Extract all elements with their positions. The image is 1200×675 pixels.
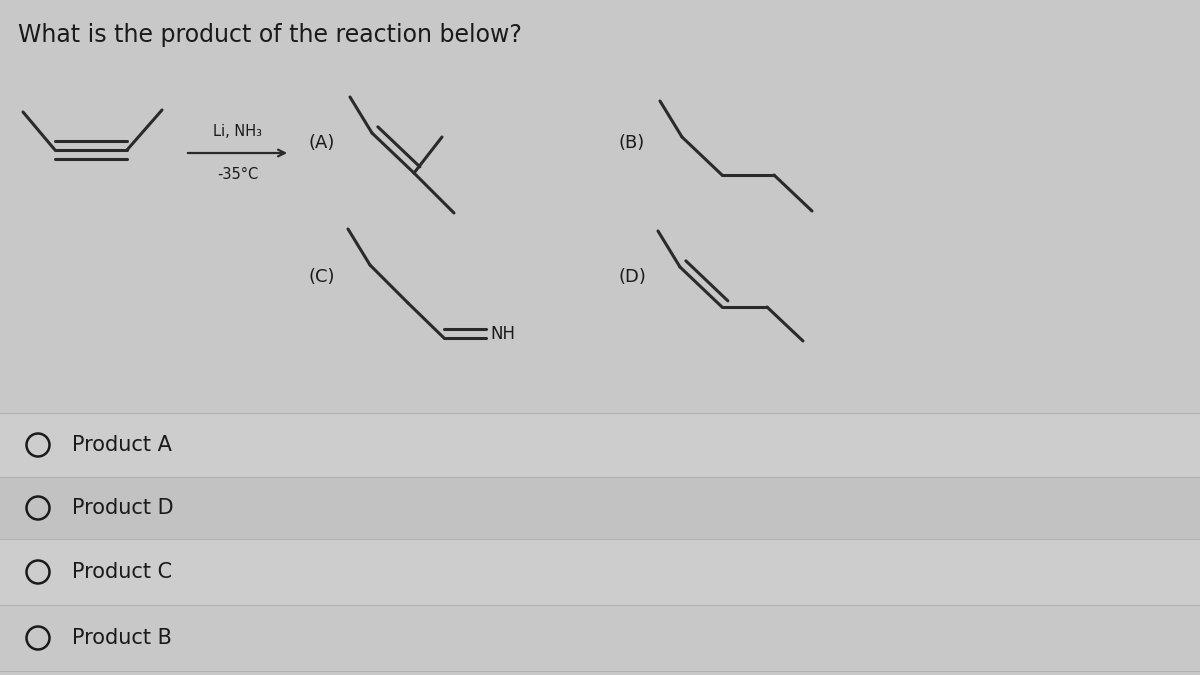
Bar xyxy=(0,539,1200,605)
Text: Product D: Product D xyxy=(72,498,174,518)
Bar xyxy=(0,413,1200,477)
Text: (A): (A) xyxy=(308,134,335,152)
Text: Product A: Product A xyxy=(72,435,172,455)
Text: (B): (B) xyxy=(618,134,644,152)
Bar xyxy=(0,605,1200,671)
Bar xyxy=(0,477,1200,539)
Text: (C): (C) xyxy=(308,268,335,286)
Text: What is the product of the reaction below?: What is the product of the reaction belo… xyxy=(18,23,522,47)
Text: -35°C: -35°C xyxy=(217,167,258,182)
Text: Product C: Product C xyxy=(72,562,172,582)
Text: NH: NH xyxy=(490,325,515,343)
Text: Li, NH₃: Li, NH₃ xyxy=(214,124,262,139)
Text: Product B: Product B xyxy=(72,628,172,648)
Text: (D): (D) xyxy=(618,268,646,286)
